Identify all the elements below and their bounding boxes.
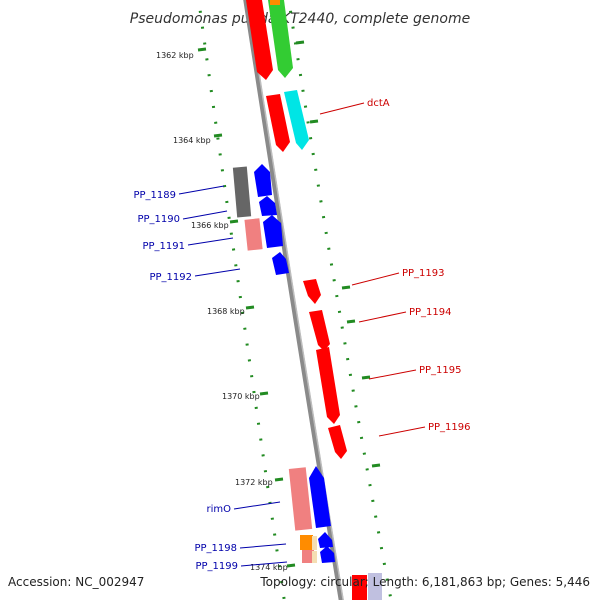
- gene-label-pp1195[interactable]: PP_1195: [419, 365, 462, 376]
- gene-feature-orange[interactable]: [270, 0, 280, 5]
- gene-feature-reverse[interactable]: [320, 546, 335, 563]
- scale-label: 1362 kbp: [156, 51, 194, 60]
- tick-mark: [245, 305, 255, 310]
- leader-line: [187, 237, 234, 246]
- tick-mark: [346, 319, 356, 324]
- gene-label-pp1198[interactable]: PP_1198: [194, 543, 237, 554]
- leader-line: [178, 185, 225, 195]
- gene-label-rimO[interactable]: rimO: [206, 504, 231, 515]
- gene-feature-tan[interactable]: [312, 536, 317, 550]
- gene-label-pp1196[interactable]: PP_1196: [428, 422, 471, 433]
- gene-label-pp1191[interactable]: PP_1191: [142, 241, 185, 252]
- gene-feature-forward[interactable]: [352, 575, 367, 600]
- gene-feature-forward[interactable]: [266, 94, 290, 152]
- tick-mark: [229, 219, 239, 224]
- gene-feature-forward[interactable]: [328, 425, 347, 459]
- inner-tick-ring: [197, 0, 286, 600]
- leader-line: [319, 102, 365, 115]
- leader-line: [351, 272, 400, 286]
- gene-feature-reverse[interactable]: [263, 215, 283, 248]
- scale-label: 1368 kbp: [207, 307, 245, 316]
- gene-feature-reverse[interactable]: [254, 164, 272, 197]
- tick-mark: [197, 47, 207, 52]
- gene-feature-reverse[interactable]: [309, 466, 331, 528]
- leader-line: [233, 501, 281, 510]
- scale-label: 1374 kbp: [250, 563, 288, 572]
- gene-label-pp1199[interactable]: PP_1199: [195, 561, 238, 572]
- gene-label-pp1190[interactable]: PP_1190: [137, 214, 180, 225]
- gene-label-pp1193[interactable]: PP_1193: [402, 268, 445, 279]
- leader-line: [368, 369, 417, 380]
- gene-label-dctA[interactable]: dctA: [367, 98, 390, 109]
- tick-mark: [274, 477, 284, 482]
- gene-feature-orange[interactable]: [300, 535, 313, 550]
- tick-mark: [371, 463, 381, 468]
- gene-feature-gray[interactable]: [232, 166, 252, 218]
- gene-feature-reverse[interactable]: [259, 196, 277, 216]
- gene-feature-reverse[interactable]: [318, 532, 333, 548]
- tick-mark: [295, 40, 305, 45]
- leader-line: [240, 561, 288, 567]
- gene-feature-tan[interactable]: [312, 551, 317, 563]
- leader-line: [182, 210, 228, 220]
- gene-feature-pink[interactable]: [244, 218, 263, 251]
- scale-label: 1372 kbp: [235, 478, 273, 487]
- gene-feature-reverse[interactable]: [272, 252, 289, 275]
- leader-line: [378, 426, 426, 437]
- leader-line: [194, 268, 241, 277]
- scale-label: 1370 kbp: [222, 392, 260, 401]
- gene-label-pp1194[interactable]: PP_1194: [409, 307, 452, 318]
- leader-line: [358, 311, 407, 323]
- gene-feature-green[interactable]: [268, 0, 293, 78]
- leader-line: [239, 543, 287, 549]
- gene-feature-pink[interactable]: [288, 467, 313, 531]
- scale-label: 1366 kbp: [191, 221, 229, 230]
- gene-feature-lavender[interactable]: [368, 573, 382, 600]
- gene-feature-pink[interactable]: [302, 550, 314, 563]
- gene-feature-forward[interactable]: [316, 347, 340, 424]
- tick-mark: [259, 391, 269, 396]
- gene-feature-forward[interactable]: [246, 0, 273, 80]
- tick-mark: [361, 375, 371, 380]
- scale-label: 1364 kbp: [173, 136, 211, 145]
- tick-mark: [213, 133, 223, 138]
- tick-mark: [309, 119, 319, 124]
- gene-label-pp1189[interactable]: PP_1189: [133, 190, 176, 201]
- tick-mark: [286, 563, 296, 568]
- gene-feature-forward[interactable]: [303, 279, 321, 304]
- map-title: Pseudomonas putida KT2440, complete geno…: [130, 11, 470, 27]
- genome-summary-text: Topology: circular; Length: 6,181,863 bp…: [259, 575, 590, 589]
- accession-text: Accession: NC_002947: [8, 575, 144, 589]
- gene-feature-forward[interactable]: [309, 310, 330, 351]
- tick-mark: [341, 285, 351, 290]
- gene-label-pp1192[interactable]: PP_1192: [149, 272, 192, 283]
- gene-feature-cyan[interactable]: [284, 90, 309, 150]
